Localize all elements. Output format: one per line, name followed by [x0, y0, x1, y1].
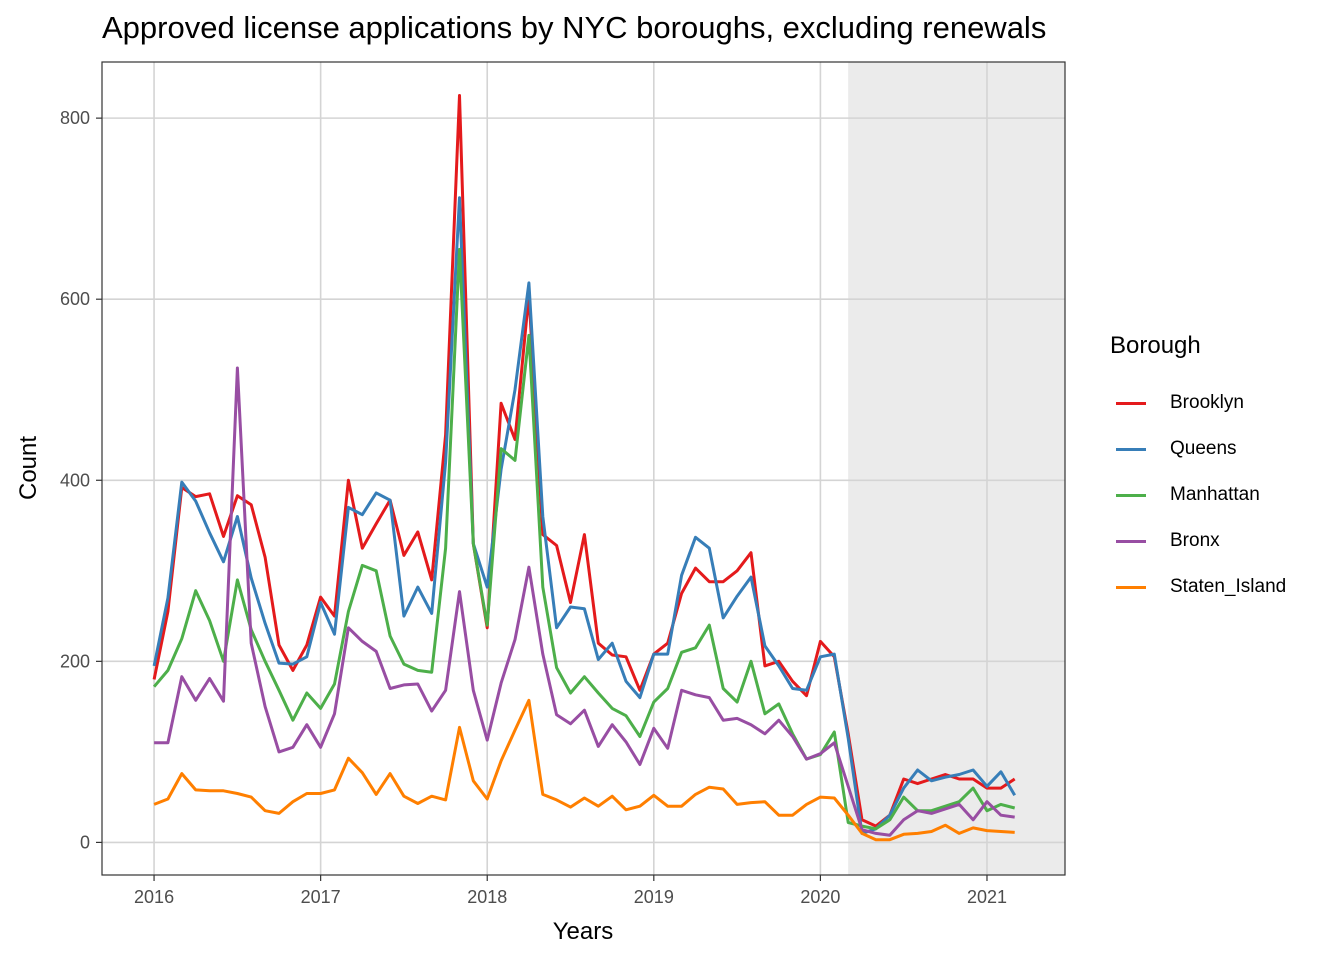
legend-title: Borough	[1110, 332, 1201, 359]
legend-label: Staten_Island	[1170, 576, 1287, 597]
legend-items: Brooklyn Queens Manhattan Bronx Staten_Islan…	[1110, 380, 1286, 610]
series-line-manhattan	[152, 247, 1016, 831]
legend-label: Brooklyn	[1170, 392, 1244, 413]
shaded-region-rect	[848, 62, 1065, 875]
y-tick-label: 0	[80, 832, 90, 852]
legend-key	[1116, 447, 1146, 451]
x-tick-label: 2017	[301, 887, 341, 907]
legend-item: Bronx	[1110, 518, 1286, 564]
x-tick-label: 2019	[634, 887, 674, 907]
y-tick-label: 600	[60, 289, 90, 309]
legend-key	[1116, 493, 1146, 497]
legend-item: Brooklyn	[1110, 380, 1286, 426]
x-tick-label: 2021	[967, 887, 1007, 907]
legend-item: Manhattan	[1110, 472, 1286, 518]
legend-key	[1116, 401, 1146, 405]
plot-border	[101, 61, 1066, 876]
axes: 0 200 400 600 800 2016 2017 2018 2019 2020 2021	[60, 108, 1007, 907]
x-axis-title: Years	[553, 918, 614, 945]
legend-key	[1116, 539, 1146, 543]
series-line-staten-island	[153, 698, 1015, 842]
legend-label: Bronx	[1170, 530, 1220, 551]
x-tick-label: 2018	[467, 887, 507, 907]
y-axis-title: Count	[15, 436, 42, 500]
x-tick-label: 2020	[800, 887, 840, 907]
shaded-region	[848, 62, 1065, 875]
legend-item: Staten_Island	[1110, 564, 1286, 610]
y-tick-label: 400	[60, 470, 90, 490]
chart-title: Approved license applications by NYC bor…	[102, 10, 1047, 45]
legend-item: Queens	[1110, 426, 1286, 472]
y-tick-label: 800	[60, 108, 90, 128]
legend-key	[1116, 585, 1146, 589]
y-tick-label: 200	[60, 651, 90, 671]
series-line-bronx	[154, 366, 1015, 837]
x-tick-label: 2016	[134, 887, 174, 907]
legend-label: Manhattan	[1170, 484, 1260, 505]
series-lines	[152, 94, 1016, 842]
series-line-queens	[152, 196, 1016, 835]
gridlines	[102, 62, 1065, 875]
legend: Borough Brooklyn Queens Manhattan Bronx Stat…	[1110, 332, 1286, 610]
legend-label: Queens	[1170, 438, 1237, 459]
